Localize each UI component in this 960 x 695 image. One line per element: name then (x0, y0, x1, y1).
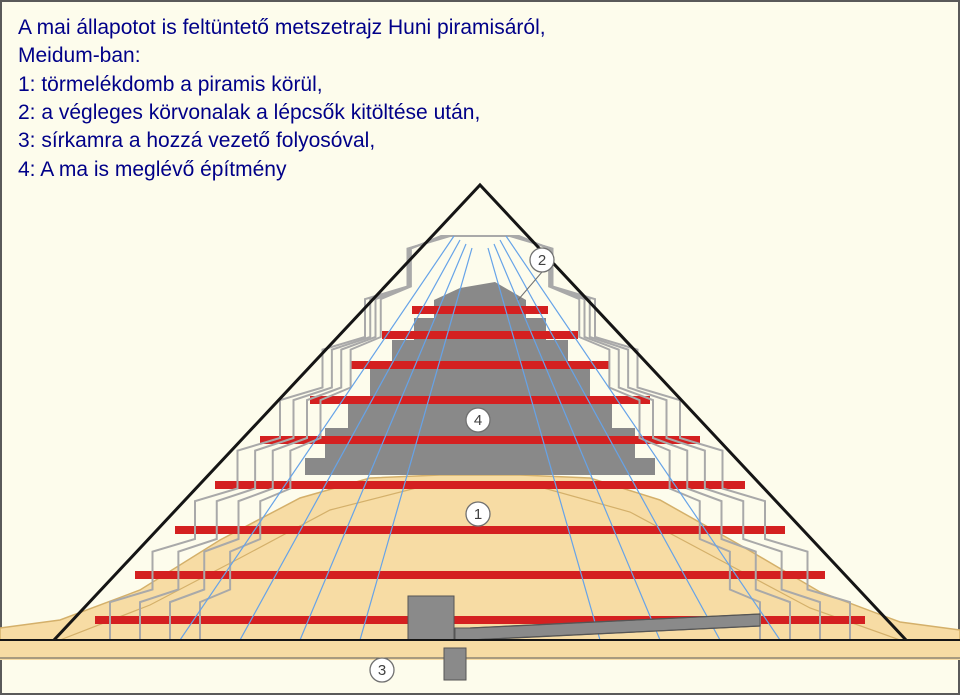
svg-text:1: 1 (474, 506, 482, 523)
svg-text:3: 3 (378, 662, 386, 679)
pyramid-diagram: 1 2 3 4 (0, 0, 960, 695)
svg-text:4: 4 (474, 412, 482, 429)
svg-text:2: 2 (538, 252, 546, 269)
